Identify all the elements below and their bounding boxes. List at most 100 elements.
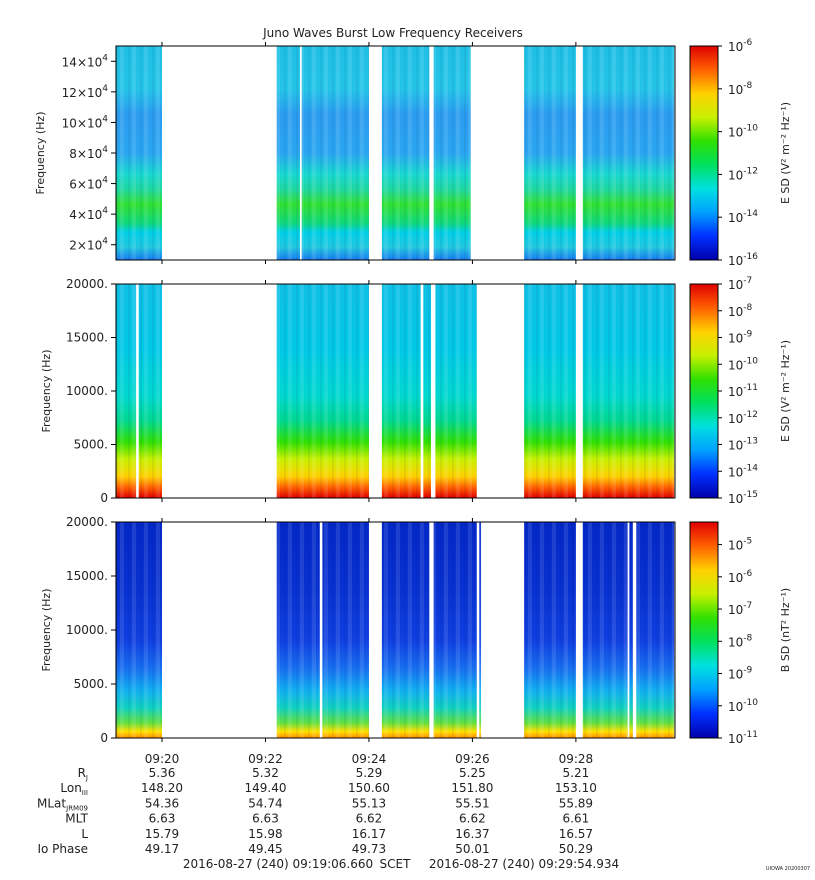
ephemeris-value: 149.40 <box>244 781 286 795</box>
time-axis: 09:20 09:22 09:24 09:26 09:28 <box>145 752 593 766</box>
panel-top-data-texture <box>381 46 430 260</box>
ephemeris-value: 6.62 <box>356 812 383 826</box>
time-tick-label: 09:28 <box>559 752 594 766</box>
ephemeris-row-label: MLT <box>65 812 88 826</box>
panel-top-ytick-label: 14×104 <box>62 53 109 69</box>
ephemeris-value: 6.61 <box>563 812 590 826</box>
ephemeris-value: 5.21 <box>563 766 590 780</box>
panel-top-colorbar-label: E SD (V² m⁻² Hz⁻¹) <box>779 102 792 204</box>
panel-bottom-ytick-label: 20000. <box>66 515 108 529</box>
panel-top-data-texture <box>301 46 369 260</box>
panel-bottom-data-texture <box>582 522 628 738</box>
panel-middle-data-texture <box>582 284 675 498</box>
panel-top-ytick-label: 4×104 <box>69 206 108 222</box>
panel-top-ytick-label: 10×104 <box>62 114 109 130</box>
panel-top-data-texture <box>524 46 576 260</box>
ephemeris-value: 55.51 <box>455 796 489 810</box>
ephemeris-value: 6.63 <box>149 812 176 826</box>
panel-top-colorbar-tick-label: 10-14 <box>728 209 758 225</box>
ephemeris-value: 150.60 <box>348 781 390 795</box>
panel-bottom-colorbar-tick-label: 10-11 <box>728 730 758 746</box>
figure-title: Juno Waves Burst Low Frequency Receivers <box>262 26 523 40</box>
panel-top-data-texture <box>582 46 675 260</box>
ephemeris-value: 153.10 <box>555 781 597 795</box>
ephemeris-row-label: LonIII <box>60 781 88 797</box>
panel-top-data-texture <box>115 46 162 260</box>
panel-bottom: 0 5000. 10000. 15000. 20000. Frequency (Hz) 10… <box>40 515 792 746</box>
panel-middle-ytick-label: 10000. <box>66 384 108 398</box>
panel-middle-ytick-label: 15000. <box>66 331 108 345</box>
panel-bottom-colorbar-tick-label: 10-7 <box>728 601 752 617</box>
panel-bottom-data-texture <box>524 522 576 738</box>
panel-bottom-data-texture <box>322 522 369 738</box>
panel-bottom-ytick-label: 5000. <box>74 677 108 691</box>
ephemeris-value: 16.17 <box>352 827 386 841</box>
panel-top-colorbar-tick-label: 10-12 <box>728 166 758 182</box>
time-tick-label: 09:24 <box>352 752 387 766</box>
panel-bottom-data-texture <box>276 522 320 738</box>
panel-middle-data-texture <box>276 284 369 498</box>
panel-middle-colorbar-tick-label: 10-15 <box>728 490 758 506</box>
panel-middle-data-texture <box>435 284 477 498</box>
ephemeris-value: 55.89 <box>559 796 593 810</box>
ephemeris-value: 49.17 <box>145 842 179 856</box>
panel-top-data-texture <box>433 46 471 260</box>
panel-middle-data-texture <box>423 284 432 498</box>
panel-top-colorbar-tick-label: 10-10 <box>728 124 758 140</box>
panel-middle-colorbar-label: E SD (V² m⁻² Hz⁻¹) <box>779 340 792 442</box>
panel-middle-ytick-label: 5000. <box>74 438 108 452</box>
footer-stamp: UIOWA 20200307 <box>766 866 810 872</box>
panel-bottom-data-texture <box>433 522 477 738</box>
panel-bottom-ytick-label: 0 <box>100 731 108 745</box>
ephemeris-value: 148.20 <box>141 781 183 795</box>
ephemeris-row-label: RJ <box>78 766 88 782</box>
panel-middle-colorbar-tick-label: 10-12 <box>728 410 758 426</box>
panel-top-ytick-label: 6×104 <box>69 176 108 192</box>
panel-middle-ytick-label: 0 <box>100 491 108 505</box>
panel-top-colorbar-tick-label: 10-6 <box>728 38 753 54</box>
ephemeris-value: 54.74 <box>248 796 282 810</box>
panel-top-ylabel: Frequency (Hz) <box>34 112 47 195</box>
panel-middle-colorbar <box>689 283 719 499</box>
panel-middle-ylabel: Frequency (Hz) <box>40 350 53 433</box>
panel-bottom-colorbar-tick-label: 10-5 <box>728 537 752 553</box>
footer-start-label: 2016-08-27 (240) 09:19:06.660 <box>183 857 373 871</box>
ephemeris-value: 151.80 <box>451 781 493 795</box>
panel-middle-colorbar-tick-label: 10-9 <box>728 330 753 346</box>
panel-top-colorbar-tick-label: 10-16 <box>728 252 758 268</box>
ephemeris-value: 54.36 <box>145 796 179 810</box>
ephemeris-value: 49.45 <box>248 842 282 856</box>
footer-scet-label: SCET <box>380 857 412 871</box>
footer-end-label: 2016-08-27 (240) 09:29:54.934 <box>429 857 619 871</box>
ephemeris-row-label: MLatJRM09 <box>37 796 88 812</box>
panel-middle-data-texture <box>381 284 421 498</box>
ephemeris-value: 5.36 <box>149 766 176 780</box>
panel-bottom-colorbar-tick-label: 10-9 <box>728 666 753 682</box>
panel-middle-colorbar-tick-label: 10-10 <box>728 356 758 372</box>
panel-top-ytick-label: 2×104 <box>69 237 108 253</box>
panel-bottom-colorbar <box>689 521 719 739</box>
panel-middle-data-texture <box>115 284 137 498</box>
panel-top-colorbar <box>689 45 719 261</box>
time-tick-label: 09:20 <box>145 752 180 766</box>
ephemeris-value: 16.57 <box>559 827 593 841</box>
panel-bottom-colorbar-label: B SD (nT² Hz⁻¹) <box>779 588 792 672</box>
ephemeris-value: 5.32 <box>252 766 279 780</box>
panel-top: 2×104 4×104 6×104 8×104 10×104 12×104 14×104 Fr… <box>34 38 792 268</box>
panel-bottom-colorbar-tick-label: 10-8 <box>728 633 753 649</box>
panel-bottom-ytick-label: 10000. <box>66 623 108 637</box>
panel-bottom-ylabel: Frequency (Hz) <box>40 589 53 672</box>
panel-top-ytick-label: 12×104 <box>62 84 109 100</box>
ephemeris-value: 16.37 <box>455 827 489 841</box>
panel-middle: 0 5000. 10000. 15000. 20000. Frequency (Hz) 10… <box>40 276 792 506</box>
ephemeris-value: 15.98 <box>248 827 282 841</box>
panel-middle-colorbar-tick-label: 10-13 <box>728 437 758 453</box>
panel-bottom-ytick-label: 15000. <box>66 569 108 583</box>
panel-bottom-data-texture <box>636 522 675 738</box>
panel-top-ytick-label: 8×104 <box>69 145 108 161</box>
ephemeris-value: 50.01 <box>455 842 489 856</box>
ephemeris-value: 49.73 <box>352 842 386 856</box>
panel-middle-data-texture <box>138 284 162 498</box>
time-tick-label: 09:26 <box>455 752 490 766</box>
